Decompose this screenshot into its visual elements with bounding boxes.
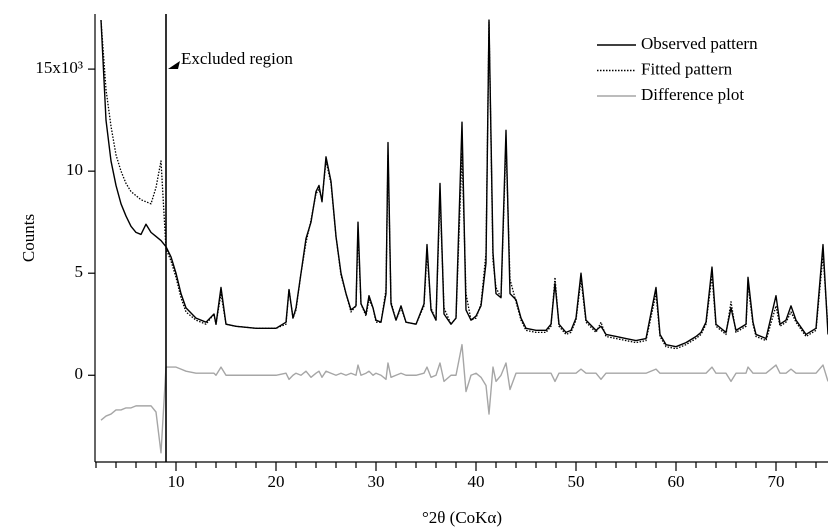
x-axis-label: °2θ (CoKα) (422, 508, 502, 527)
x-tick-label: 10 (168, 472, 185, 491)
annotation-arrow (168, 61, 180, 69)
legend-label: Observed pattern (641, 34, 758, 53)
x-tick-label: 70 (768, 472, 785, 491)
x-tick-label: 40 (468, 472, 485, 491)
annotation-text: Excluded region (181, 49, 293, 68)
legend-label: Difference plot (641, 85, 744, 104)
plot-area (100, 19, 828, 454)
y-axis-label: Counts (19, 214, 38, 262)
series-line (100, 343, 828, 454)
x-tick-label: 30 (368, 472, 385, 491)
x-tick-label: 60 (668, 472, 685, 491)
y-tick-label: 0 (75, 364, 84, 383)
y-tick-label: 10 (66, 160, 83, 179)
series-line (100, 19, 828, 348)
x-tick-label: 20 (268, 472, 285, 491)
y-tick-label: 15x10³ (35, 58, 83, 77)
x-tick-label: 50 (568, 472, 585, 491)
legend-label: Fitted pattern (641, 59, 733, 78)
y-tick-label: 5 (75, 262, 84, 281)
